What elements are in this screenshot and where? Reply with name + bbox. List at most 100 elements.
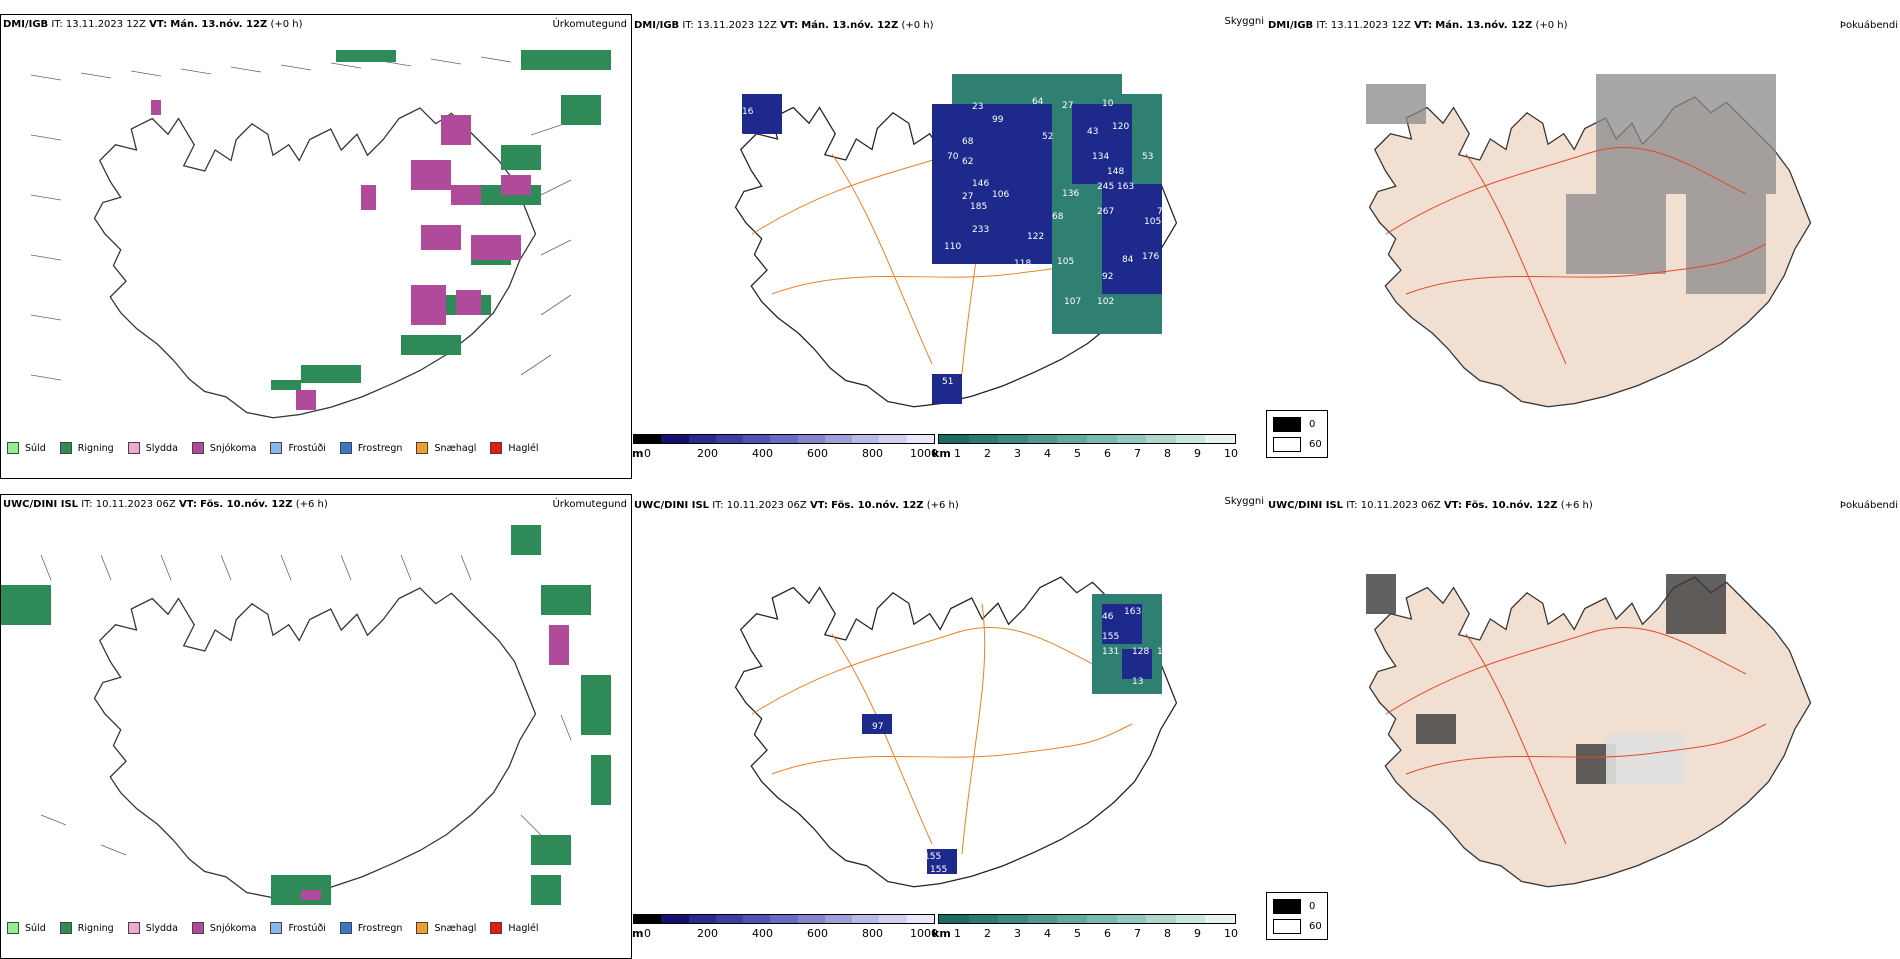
valid-label: VT: — [1443, 500, 1462, 511]
cloud-legend-white: 60 — [1273, 434, 1327, 454]
legend-value: 0 — [1309, 900, 1316, 912]
legend-item: Slydda — [127, 922, 178, 934]
map-value: 51 — [942, 377, 953, 387]
cloud-legend-black: 0 — [1273, 414, 1327, 434]
visibility-colorbars: m 0 200 400 600 800 1000 km 1 2 3 4 5 6 … — [632, 434, 1266, 470]
map-value: 134 — [1092, 152, 1109, 162]
roads — [1385, 147, 1767, 365]
legend-label: Rigning — [77, 922, 114, 934]
snow-areas — [151, 100, 531, 410]
cbar-segment — [1175, 915, 1206, 923]
panel-header: UWC/DINI ISL IT: 10.11.2023 06Z VT: Fös.… — [634, 500, 959, 511]
cbar-segment — [1086, 435, 1117, 443]
map-value: 110 — [944, 242, 961, 252]
precip-map — [30, 50, 611, 419]
lead-time: (+6 h) — [1560, 500, 1593, 511]
lead-time: (+0 h) — [901, 20, 934, 31]
panel-title: Úrkomutegund — [552, 19, 627, 30]
ceiling-tick: 400 — [752, 927, 773, 940]
map-value: 155 — [924, 852, 941, 862]
fog-dark-areas — [1366, 574, 1726, 784]
legend-item: Frostúði — [270, 442, 326, 454]
legend-item: Snæhagl — [416, 922, 476, 934]
cbar-segment — [906, 915, 934, 923]
legend-item: Haglél — [490, 922, 539, 934]
map-value: 18 — [910, 365, 922, 375]
valid-label: VT: — [1414, 20, 1433, 31]
map-value-labels: 46 163 155 128 152 131 13 97 155 155 — [872, 607, 1174, 875]
panel-header: UWC/DINI ISL IT: 10.11.2023 06Z VT: Fös.… — [3, 499, 328, 510]
ceiling-tick: 800 — [862, 927, 883, 940]
init-time: IT: 13.11.2023 12Z — [1316, 20, 1411, 31]
precip-map — [1, 525, 611, 905]
cbar-segment — [998, 435, 1028, 443]
cloud-legend: 0 60 — [1266, 892, 1328, 940]
map-value: 146 — [972, 179, 989, 189]
cbar-segment — [797, 435, 825, 443]
cbar-segment — [824, 435, 853, 443]
map-value: 13 — [1132, 677, 1143, 687]
cbar-segment — [852, 435, 880, 443]
cloud-legend-white: 60 — [1273, 916, 1327, 936]
legend-label: Haglél — [508, 922, 539, 934]
fog-panel: UWC/DINI ISL IT: 10.11.2023 06Z VT: Fös.… — [1266, 480, 1900, 950]
legend-item: Rigning — [59, 442, 114, 454]
cbar-segment — [939, 435, 969, 443]
cbar-segment — [743, 435, 771, 443]
legend-label: Frostúði — [288, 442, 326, 454]
map-value: 107 — [1064, 297, 1081, 307]
visibility-colorbars: m 0 200 400 600 800 1000 km 1 2 3 4 5 6 … — [632, 914, 1266, 950]
visibility-colorbar — [938, 434, 1236, 444]
ceiling-tick: 1000 — [910, 927, 938, 940]
map-value: 131 — [1102, 647, 1119, 657]
visibility-tick: 5 — [1074, 927, 1081, 940]
fog-map — [1366, 574, 1812, 888]
visibility-tick: 10 — [1224, 447, 1238, 460]
legend-label: Súld — [25, 922, 46, 934]
map-value: 16 — [742, 107, 754, 117]
map-value: 68 — [1052, 212, 1064, 222]
precip-legend: Súld Rigning Slydda Snjókoma Frostúði Fr… — [1, 435, 633, 461]
map-value: 120 — [1112, 122, 1129, 132]
cbar-segment — [1027, 435, 1058, 443]
map-value: 97 — [872, 722, 883, 732]
lead-time: (+0 h) — [270, 19, 303, 30]
row-top: DMI/IGB IT: 13.11.2023 12Z VT: Mán. 13.n… — [0, 0, 1900, 479]
visibility-tick: 10 — [1224, 927, 1238, 940]
cbar-segment — [1205, 435, 1235, 443]
map-value: 52 — [1042, 132, 1053, 142]
legend-item: Haglél — [490, 442, 539, 454]
ceiling-tick: 400 — [752, 447, 773, 460]
valid-time: Fös. 10.nóv. 12Z — [831, 500, 924, 511]
ceiling-tick: 1000 — [910, 447, 938, 460]
valid-label: VT: — [178, 499, 197, 510]
legend-label: Frostregn — [357, 442, 403, 454]
panel-header: DMI/IGB IT: 13.11.2023 12Z VT: Mán. 13.n… — [1268, 20, 1568, 31]
model-name: UWC/DINI ISL — [1268, 500, 1344, 511]
panel-title: Þokuábendi — [1839, 500, 1898, 511]
visibility-tick: 3 — [1014, 447, 1021, 460]
cbar-segment — [998, 915, 1028, 923]
map-value: 245 — [1097, 182, 1114, 192]
init-time: IT: 13.11.2023 12Z — [51, 19, 146, 30]
map-value: 27 — [1062, 101, 1073, 111]
legend-label: Snjókoma — [209, 922, 257, 934]
legend-item: Súld — [7, 922, 46, 934]
cbar-segment — [1116, 435, 1147, 443]
legend-label: Slydda — [145, 442, 178, 454]
ceiling-tick: 0 — [644, 927, 651, 940]
visibility-tick: 5 — [1074, 447, 1081, 460]
cbar-segment — [1146, 435, 1176, 443]
map-value: 760 — [1017, 39, 1034, 49]
panel-title: Skyggni — [1224, 16, 1264, 27]
visibility-tick: 3 — [1014, 927, 1021, 940]
map-value: 267 — [1097, 207, 1114, 217]
visibility-map: 46 163 155 128 152 131 13 97 155 155 — [734, 576, 1178, 888]
cloud-legend: 0 60 — [1266, 410, 1328, 458]
init-time: IT: 10.11.2023 06Z — [1346, 500, 1441, 511]
map-value: 10 — [1172, 187, 1184, 197]
map-value: 92 — [1172, 237, 1183, 247]
map-value: 53 — [1142, 152, 1153, 162]
visibility-tick: 9 — [1194, 447, 1201, 460]
legend-label: Haglél — [508, 442, 539, 454]
